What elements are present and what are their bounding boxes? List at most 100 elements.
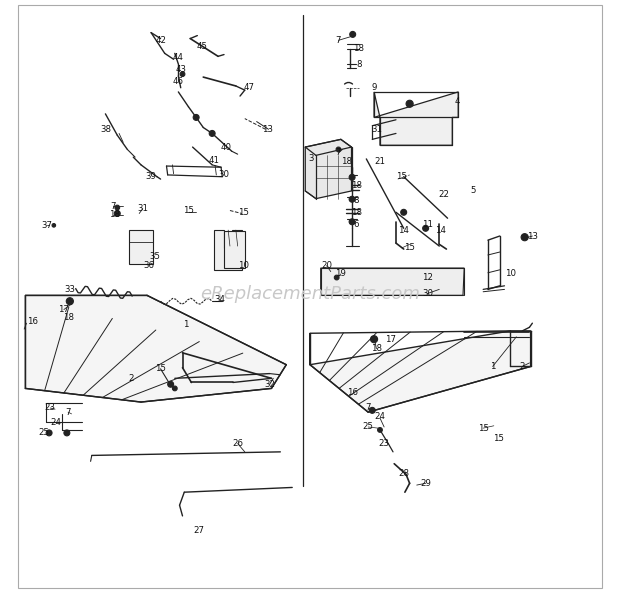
Text: 15: 15 bbox=[183, 206, 194, 215]
Text: 18: 18 bbox=[109, 210, 120, 219]
Text: 2: 2 bbox=[520, 362, 525, 371]
Text: 7: 7 bbox=[365, 403, 371, 413]
Text: 10: 10 bbox=[505, 269, 516, 279]
Text: 17: 17 bbox=[384, 334, 396, 344]
Text: 46: 46 bbox=[172, 77, 184, 87]
Polygon shape bbox=[224, 231, 245, 268]
Circle shape bbox=[349, 219, 355, 225]
Text: 17: 17 bbox=[58, 305, 69, 314]
Circle shape bbox=[180, 72, 185, 76]
Text: 11: 11 bbox=[422, 219, 433, 229]
Circle shape bbox=[115, 205, 120, 210]
Circle shape bbox=[64, 430, 70, 436]
Text: 18: 18 bbox=[353, 44, 364, 53]
Text: 18: 18 bbox=[351, 208, 361, 217]
Text: 18: 18 bbox=[351, 180, 361, 190]
Text: 5: 5 bbox=[471, 186, 476, 196]
Circle shape bbox=[46, 430, 52, 436]
Text: 36: 36 bbox=[143, 261, 154, 270]
Circle shape bbox=[349, 196, 355, 202]
Text: 32: 32 bbox=[264, 380, 275, 389]
Text: 7: 7 bbox=[110, 202, 116, 211]
Text: eReplacementParts.com: eReplacementParts.com bbox=[200, 285, 420, 302]
Circle shape bbox=[378, 428, 383, 432]
Text: 1: 1 bbox=[490, 362, 495, 371]
Text: 20: 20 bbox=[321, 261, 332, 270]
Text: 23: 23 bbox=[45, 403, 56, 413]
Text: 42: 42 bbox=[155, 36, 166, 45]
Text: 29: 29 bbox=[420, 479, 431, 488]
Text: 13: 13 bbox=[527, 231, 538, 241]
Text: 40: 40 bbox=[220, 142, 231, 152]
Text: 15: 15 bbox=[404, 243, 415, 253]
Text: 31: 31 bbox=[137, 204, 148, 213]
Text: 13: 13 bbox=[262, 125, 273, 134]
Text: 8: 8 bbox=[353, 196, 359, 205]
Text: 18: 18 bbox=[371, 344, 382, 353]
Text: 41: 41 bbox=[208, 155, 219, 165]
Text: 15: 15 bbox=[493, 434, 504, 444]
Text: 43: 43 bbox=[175, 65, 186, 75]
Polygon shape bbox=[214, 230, 242, 270]
Circle shape bbox=[209, 130, 215, 136]
Text: 9: 9 bbox=[371, 83, 377, 93]
Text: 7: 7 bbox=[65, 407, 71, 417]
Text: 34: 34 bbox=[215, 295, 225, 304]
Text: 1: 1 bbox=[183, 320, 188, 330]
Circle shape bbox=[114, 211, 120, 216]
Circle shape bbox=[167, 381, 174, 387]
Text: 7: 7 bbox=[335, 148, 341, 158]
Polygon shape bbox=[374, 92, 458, 145]
Text: 22: 22 bbox=[438, 190, 449, 199]
Text: 12: 12 bbox=[422, 273, 433, 282]
Text: 18: 18 bbox=[341, 157, 352, 166]
Text: 23: 23 bbox=[379, 439, 389, 448]
Text: 14: 14 bbox=[398, 225, 409, 235]
Text: 10: 10 bbox=[238, 261, 249, 270]
Text: 26: 26 bbox=[232, 439, 243, 448]
Circle shape bbox=[406, 100, 413, 107]
Circle shape bbox=[521, 234, 528, 241]
Text: 33: 33 bbox=[64, 285, 76, 294]
Text: 35: 35 bbox=[149, 251, 160, 261]
Text: 18: 18 bbox=[63, 313, 74, 322]
Circle shape bbox=[172, 386, 177, 391]
Circle shape bbox=[370, 407, 375, 413]
Polygon shape bbox=[310, 331, 531, 412]
Text: 14: 14 bbox=[435, 225, 446, 235]
Text: 44: 44 bbox=[173, 53, 184, 62]
Text: 4: 4 bbox=[454, 97, 460, 107]
Text: 47: 47 bbox=[244, 83, 255, 93]
Text: 8: 8 bbox=[356, 59, 361, 69]
Text: 45: 45 bbox=[197, 42, 208, 51]
Text: 6: 6 bbox=[353, 219, 359, 229]
Text: 16: 16 bbox=[347, 388, 358, 397]
Circle shape bbox=[371, 336, 378, 343]
Text: 27: 27 bbox=[193, 526, 204, 535]
Circle shape bbox=[66, 298, 73, 305]
Text: 19: 19 bbox=[335, 269, 347, 279]
Text: 28: 28 bbox=[398, 468, 409, 478]
Text: 15: 15 bbox=[396, 172, 407, 181]
Polygon shape bbox=[25, 295, 286, 402]
Text: 15: 15 bbox=[477, 423, 489, 433]
Circle shape bbox=[52, 224, 56, 227]
Circle shape bbox=[423, 225, 428, 231]
Circle shape bbox=[193, 114, 199, 120]
Text: 7: 7 bbox=[335, 36, 341, 45]
Text: 16: 16 bbox=[27, 317, 38, 326]
Text: 25: 25 bbox=[39, 428, 50, 438]
Text: 3: 3 bbox=[308, 154, 314, 164]
Polygon shape bbox=[129, 230, 153, 264]
Circle shape bbox=[336, 147, 341, 152]
Text: 24: 24 bbox=[51, 417, 62, 427]
Polygon shape bbox=[321, 268, 464, 295]
Text: 24: 24 bbox=[374, 412, 386, 421]
Circle shape bbox=[350, 31, 356, 37]
Text: 15: 15 bbox=[238, 208, 249, 217]
Text: 31: 31 bbox=[371, 125, 382, 134]
Circle shape bbox=[401, 209, 407, 215]
Text: 2: 2 bbox=[128, 374, 134, 383]
Text: 39: 39 bbox=[146, 172, 156, 181]
Polygon shape bbox=[305, 139, 352, 199]
